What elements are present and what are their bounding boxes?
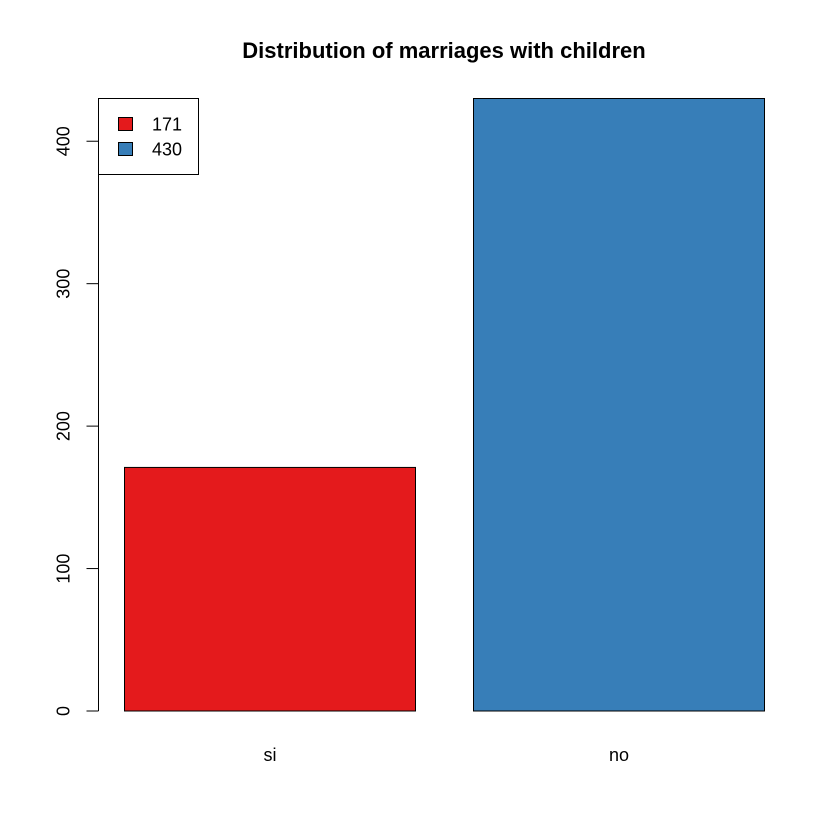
- y-tick-label: 200: [54, 411, 74, 441]
- y-tick-label: 100: [54, 554, 74, 584]
- y-tick-label: 400: [54, 126, 74, 156]
- bar-no: [473, 98, 765, 712]
- y-tick-label: 300: [54, 269, 74, 299]
- legend-swatch: [118, 117, 133, 131]
- legend-box: [98, 98, 199, 175]
- bar-si: [124, 466, 416, 712]
- legend-swatch: [118, 142, 133, 156]
- category-label: no: [609, 745, 629, 765]
- x-axis-labels: si no: [264, 745, 630, 765]
- y-axis: 0 100 200 300 400: [54, 126, 99, 716]
- legend-label: 171: [152, 115, 182, 135]
- category-label: si: [264, 745, 277, 765]
- chart-title: Distribution of marriages with children: [242, 38, 645, 63]
- bars: [124, 98, 765, 712]
- legend-label: 430: [152, 140, 182, 160]
- y-tick-label: 0: [54, 706, 74, 716]
